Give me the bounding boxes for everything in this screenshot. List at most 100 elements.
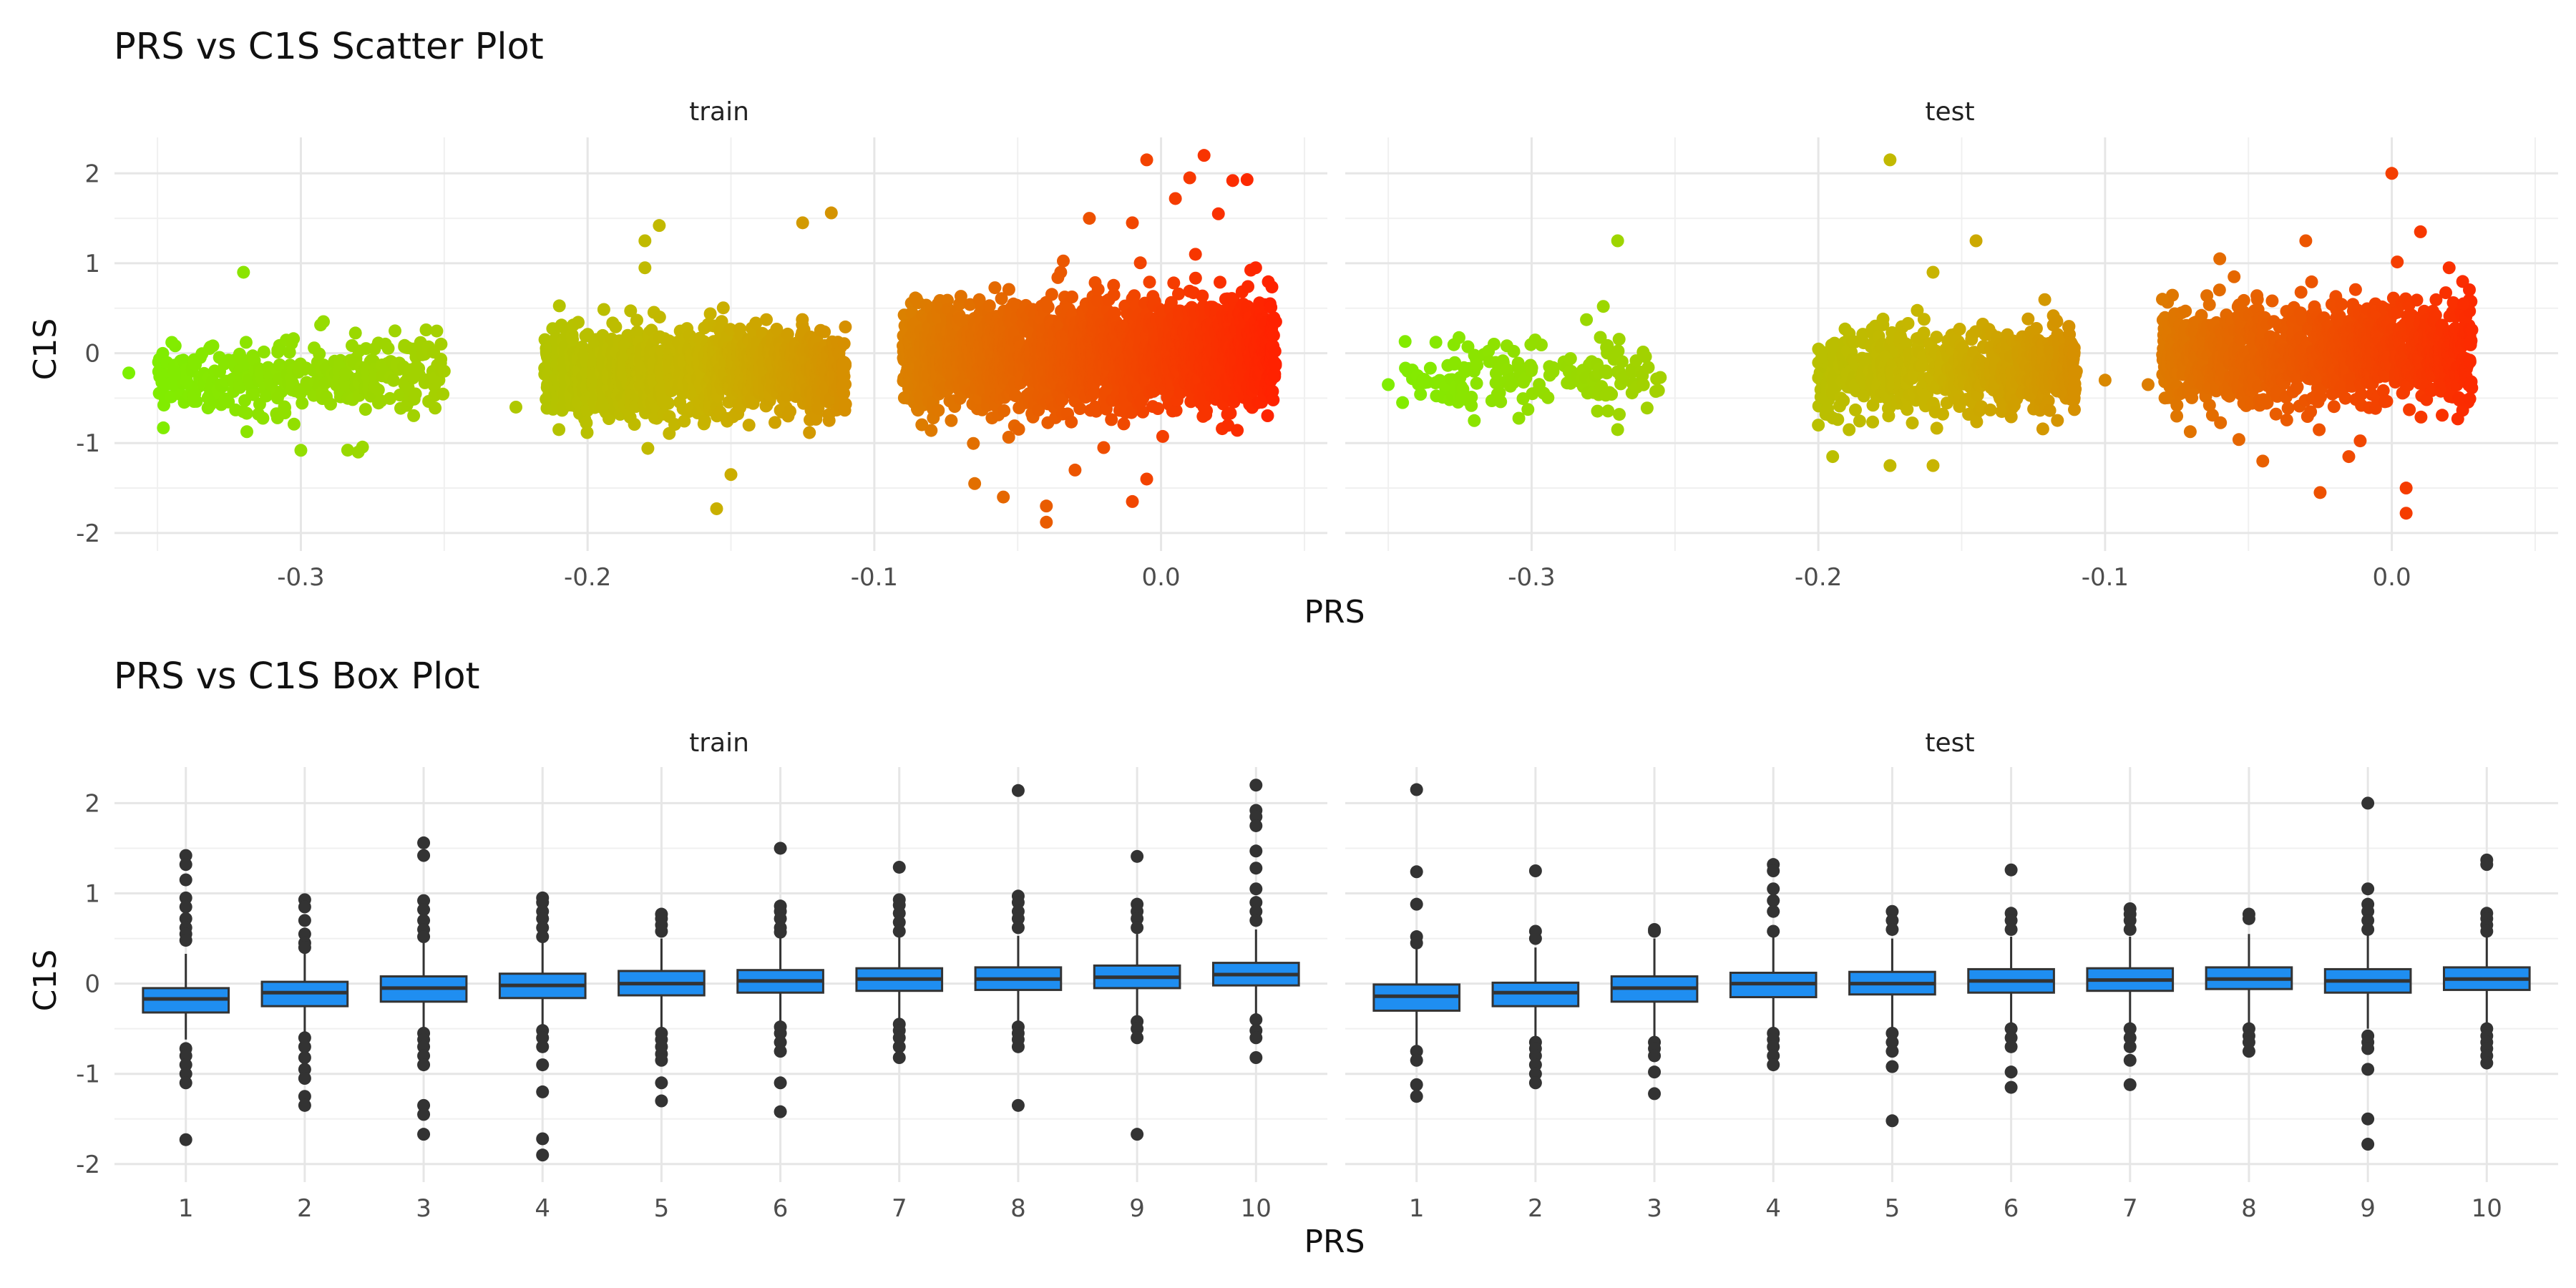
scatter-point (997, 404, 1011, 417)
scatter-point (784, 405, 796, 418)
scatter-point (1837, 394, 1850, 407)
scatter-point (1261, 409, 1274, 422)
scatter-point (1214, 275, 1226, 289)
scatter-point (1140, 472, 1153, 486)
scatter-point (724, 468, 738, 482)
scatter-point (1487, 338, 1501, 351)
scatter-point (296, 396, 309, 410)
scatter-point (1494, 395, 1508, 409)
scatter-point (1117, 417, 1131, 431)
scatter-point (968, 477, 982, 490)
scatter-point (371, 383, 385, 396)
scatter-point (206, 339, 220, 353)
scatter-point (436, 387, 450, 401)
scatter-point (803, 426, 816, 439)
scatter-point (287, 332, 301, 346)
scatter-point (381, 341, 395, 355)
scatter-point (1640, 401, 1654, 415)
scatter-point (1267, 328, 1280, 342)
scatter-point (932, 404, 945, 417)
scatter-point (1612, 333, 1626, 346)
scatter-point (429, 401, 442, 415)
scatter-x-tick-label: 0.0 (2373, 563, 2411, 592)
scatter-point (1240, 173, 1254, 187)
scatter-point (1876, 312, 1890, 326)
scatter-point (924, 424, 938, 437)
scatter-point (1189, 271, 1202, 285)
scatter-point (1140, 153, 1153, 167)
scatter-point (997, 490, 1010, 504)
scatter-point (988, 281, 1002, 295)
scatter-point (630, 313, 643, 327)
scatter-point (1470, 376, 1483, 390)
scatter-point (1267, 393, 1280, 406)
scatter-point (837, 337, 851, 351)
scatter-point (822, 414, 836, 427)
scatter-point (1470, 358, 1484, 372)
scatter-point (1541, 391, 1555, 404)
scatter-point (1169, 192, 1182, 205)
scatter-point (1269, 315, 1282, 328)
scatter-point (259, 389, 273, 403)
scatter-point (742, 419, 756, 432)
scatter-point (1268, 344, 1282, 358)
scatter-point (1068, 463, 1082, 477)
scatter-point (1151, 402, 1165, 415)
scatter-point (638, 234, 652, 248)
scatter-point (760, 313, 773, 326)
scatter-point (1580, 313, 1594, 326)
scatter-point (1126, 494, 1139, 508)
scatter-point (1041, 301, 1055, 314)
scatter-point (190, 394, 203, 408)
scatter-x-tick-label: -0.1 (2082, 563, 2129, 592)
scatter-panel-test: -0.3 -0.2 -0.1 0.0 (1345, 137, 2558, 592)
scatter-point (1535, 338, 1548, 351)
scatter-point (638, 261, 652, 275)
scatter-point (287, 417, 301, 431)
scatter-point (698, 414, 711, 427)
scatter-point (1156, 429, 1169, 443)
scatter-point (716, 301, 730, 315)
scatter-point (552, 423, 566, 436)
scatter-point (1849, 403, 1862, 416)
scatter-point (240, 425, 253, 439)
scatter-point (1002, 283, 1015, 296)
scatter-point (1654, 371, 1667, 384)
scatter-point (409, 387, 422, 401)
scatter-x-axis-label: PRS (1304, 594, 1365, 630)
scatter-point (1065, 415, 1078, 429)
scatter-point (769, 416, 781, 429)
scatter-point (1167, 276, 1181, 290)
scatter-point (609, 320, 623, 333)
scatter-x-tick-label: -0.2 (564, 563, 611, 592)
scatter-point (1054, 265, 1068, 279)
scatter-point (839, 378, 852, 391)
scatter-point (1012, 422, 1025, 436)
scatter-y-axis-label: C1S (27, 318, 64, 381)
scatter-point (165, 390, 178, 404)
scatter-point (967, 436, 980, 450)
scatter-point (1639, 350, 1652, 364)
scatter-point (1414, 388, 1428, 401)
scatter-point (1224, 406, 1237, 420)
scatter-point (386, 374, 400, 387)
scatter-point (1107, 288, 1121, 302)
scatter-point (157, 421, 170, 434)
scatter-point (1605, 388, 1619, 401)
scatter-point (653, 219, 666, 233)
scatter-points (1382, 153, 2479, 520)
scatter-point (1040, 499, 1053, 513)
scatter-point (1065, 291, 1078, 303)
scatter-point (1398, 335, 1412, 348)
scatter-x-tick-label: -0.1 (851, 563, 898, 592)
scatter-point (1429, 336, 1443, 349)
scatter-point (1613, 408, 1626, 421)
scatter-point (1172, 287, 1185, 301)
scatter-point (1126, 216, 1139, 230)
scatter-point (1269, 357, 1282, 371)
scatter-point (580, 426, 594, 439)
scatter-point (240, 406, 253, 420)
scatter-point (1853, 414, 1866, 428)
scatter-point (278, 406, 292, 419)
scatter-point (1507, 345, 1521, 358)
